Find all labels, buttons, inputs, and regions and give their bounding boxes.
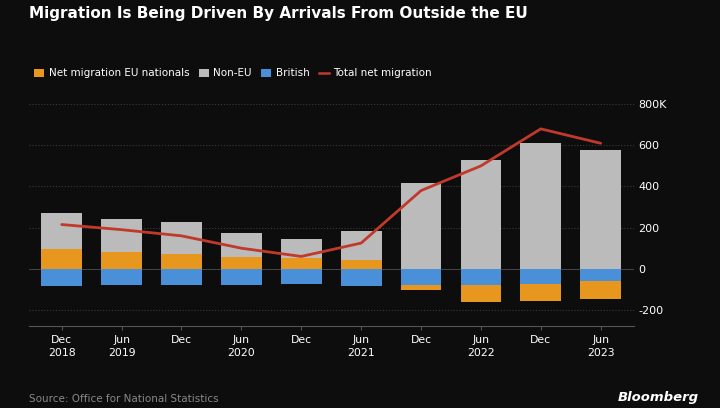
Bar — [521, 143, 561, 269]
Bar — [341, 259, 382, 269]
Bar — [400, 183, 441, 269]
Bar — [161, 254, 202, 269]
Bar — [102, 220, 142, 252]
Bar — [521, 269, 561, 284]
Bar — [400, 269, 441, 290]
Bar — [580, 269, 621, 281]
Bar — [281, 239, 322, 259]
Bar — [161, 222, 202, 254]
Text: Bloomberg: Bloomberg — [617, 391, 698, 404]
Bar — [341, 269, 382, 286]
Bar — [41, 249, 82, 269]
Text: Source: Office for National Statistics: Source: Office for National Statistics — [29, 394, 218, 404]
Bar — [400, 269, 441, 285]
Bar — [221, 269, 262, 285]
Bar — [221, 233, 262, 257]
Bar — [102, 269, 142, 285]
Bar — [580, 269, 621, 299]
Bar — [281, 269, 322, 284]
Bar — [41, 269, 82, 286]
Bar — [341, 231, 382, 259]
Bar — [161, 269, 202, 285]
Bar — [281, 259, 322, 269]
Bar — [102, 252, 142, 269]
Bar — [221, 257, 262, 269]
Bar — [461, 269, 501, 302]
Legend: Net migration EU nationals, Non-EU, British, Total net migration: Net migration EU nationals, Non-EU, Brit… — [34, 69, 432, 78]
Bar — [580, 151, 621, 269]
Bar — [521, 269, 561, 301]
Bar — [461, 160, 501, 269]
Text: Migration Is Being Driven By Arrivals From Outside the EU: Migration Is Being Driven By Arrivals Fr… — [29, 6, 528, 21]
Bar — [461, 269, 501, 285]
Bar — [41, 213, 82, 249]
